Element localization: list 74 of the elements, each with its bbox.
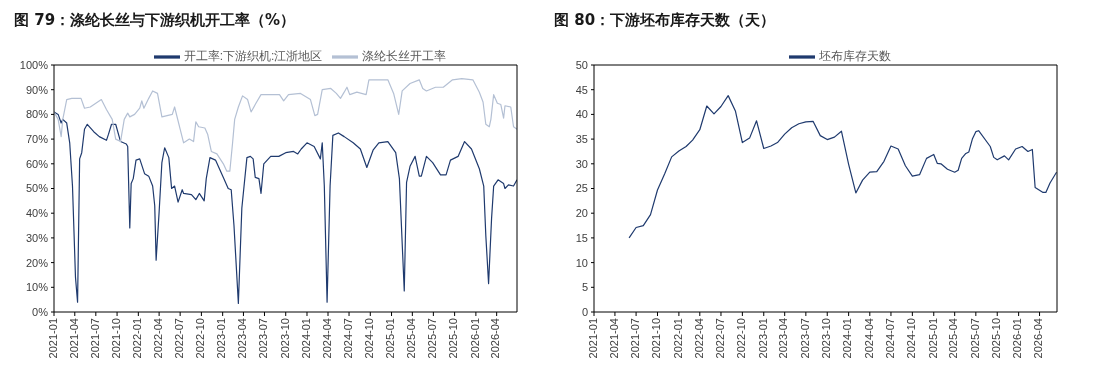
x-tick-label: 2023-04 [236, 318, 249, 359]
legend-label: 坯布库存天数 [819, 49, 891, 64]
x-tick-label: 2022-01 [131, 318, 144, 359]
x-tick-label: 2025-04 [405, 318, 418, 359]
x-tick-label: 2024-10 [363, 318, 376, 359]
y-tick-label: 80% [25, 108, 49, 121]
y-tick-label: 10 [575, 256, 588, 269]
chart-title: 图 80：下游坯布库存天数（天） [553, 10, 777, 31]
x-tick-label: 2026-04 [489, 318, 502, 359]
x-tick-label: 2024-01 [841, 318, 854, 359]
y-tick-label: 15 [575, 231, 588, 244]
x-tick-label: 2024-07 [883, 318, 896, 359]
x-tick-label: 2025-07 [426, 318, 439, 359]
x-tick-label: 2023-07 [798, 318, 811, 359]
x-tick-label: 2022-07 [172, 318, 185, 359]
x-tick-label: 2025-01 [384, 318, 397, 359]
line-series [54, 77, 517, 172]
y-tick-label: 40 [575, 108, 588, 121]
y-tick-label: 90% [25, 83, 49, 96]
y-tick-label: 100% [19, 58, 49, 71]
y-tick-label: 30% [25, 231, 49, 244]
y-tick-label: 60% [25, 157, 49, 170]
y-tick-label: 20 [575, 207, 588, 220]
x-tick-label: 2026-01 [1011, 318, 1024, 359]
x-tick-label: 2024-04 [320, 318, 333, 359]
x-tick-label: 2022-10 [194, 318, 207, 359]
y-tick-label: 25 [575, 182, 588, 195]
y-tick-label: 0% [32, 305, 49, 318]
x-tick-label: 2024-04 [862, 318, 875, 359]
x-tick-label: 2026-04 [1032, 318, 1045, 359]
y-tick-label: 35 [575, 133, 588, 146]
y-tick-label: 45 [575, 83, 588, 96]
line-series [54, 111, 517, 304]
y-tick-label: 50 [575, 58, 588, 71]
x-tick-label: 2024-07 [341, 318, 354, 359]
chart-title: 图 79：涤纶长丝与下游织机开工率（%） [13, 10, 297, 31]
x-tick-label: 2021-01 [586, 318, 599, 359]
x-tick-label: 2023-07 [257, 318, 270, 359]
x-tick-label: 2023-01 [756, 318, 769, 359]
y-tick-label: 0 [581, 305, 588, 318]
x-tick-label: 2024-10 [905, 318, 918, 359]
y-tick-label: 50% [25, 182, 49, 195]
x-tick-label: 2022-07 [713, 318, 726, 359]
x-tick-label: 2021-04 [607, 318, 620, 359]
x-tick-label: 2023-10 [820, 318, 833, 359]
x-tick-label: 2021-04 [67, 318, 80, 359]
x-tick-label: 2022-01 [671, 318, 684, 359]
x-tick-label: 2023-04 [777, 318, 790, 359]
y-tick-label: 30 [575, 157, 588, 170]
x-tick-label: 2021-01 [46, 318, 59, 359]
legend-label: 开工率:下游织机:江浙地区 [183, 49, 323, 64]
x-tick-label: 2022-04 [151, 318, 164, 359]
legend-label: 涤纶长丝开工率 [362, 49, 447, 64]
x-tick-label: 2026-01 [468, 318, 481, 359]
x-tick-label: 2025-07 [968, 318, 981, 359]
y-tick-label: 10% [25, 281, 49, 294]
y-tick-label: 70% [25, 133, 49, 146]
x-tick-label: 2025-10 [990, 318, 1003, 359]
x-tick-label: 2025-01 [926, 318, 939, 359]
x-tick-label: 2022-04 [692, 318, 705, 359]
x-tick-label: 2021-10 [650, 318, 663, 359]
line-series [628, 95, 1057, 239]
x-tick-label: 2025-10 [447, 318, 460, 359]
y-tick-label: 5 [581, 281, 588, 294]
x-tick-label: 2023-10 [278, 318, 291, 359]
y-tick-label: 40% [25, 207, 49, 220]
x-tick-label: 2022-10 [735, 318, 748, 359]
x-tick-label: 2021-10 [109, 318, 122, 359]
y-tick-label: 20% [25, 256, 49, 269]
x-tick-label: 2021-07 [88, 318, 101, 359]
x-tick-label: 2021-07 [628, 318, 641, 359]
x-tick-label: 2024-01 [299, 318, 312, 359]
x-tick-label: 2025-04 [947, 318, 960, 359]
x-tick-label: 2023-01 [215, 318, 228, 359]
